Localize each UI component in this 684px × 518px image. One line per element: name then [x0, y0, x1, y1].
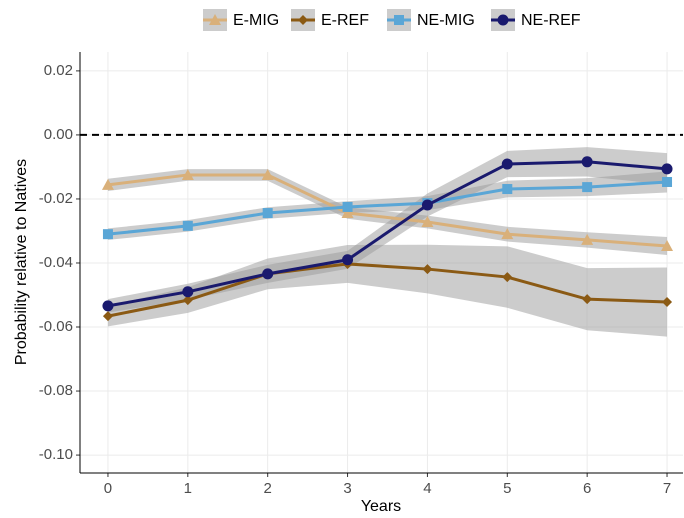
- legend-marker: [209, 14, 221, 25]
- point: [421, 216, 434, 228]
- x-tick-label: 0: [104, 480, 112, 497]
- x-tick-label: 2: [264, 480, 272, 497]
- point: [501, 158, 513, 170]
- point: [342, 201, 353, 212]
- y-tick-label: -0.02: [39, 190, 73, 207]
- point: [182, 286, 194, 298]
- point: [422, 264, 433, 275]
- point: [501, 228, 514, 240]
- legend-marker: [394, 15, 404, 25]
- x-tick-label: 7: [663, 480, 671, 497]
- line: [107, 160, 668, 308]
- point: [582, 182, 593, 193]
- legend-label: E-MIG: [233, 12, 279, 29]
- point: [662, 176, 673, 187]
- point: [101, 178, 114, 190]
- x-axis-title: Years: [361, 498, 401, 515]
- point: [662, 297, 673, 308]
- x-tick-label: 3: [343, 480, 351, 497]
- line: [107, 173, 668, 248]
- point: [182, 295, 193, 306]
- y-tick-label: 0.02: [44, 62, 73, 79]
- point: [182, 220, 193, 231]
- confidence-band: [427, 244, 508, 308]
- x-tick-label: 4: [423, 480, 431, 497]
- legend-marker: [298, 15, 308, 25]
- point: [661, 240, 674, 252]
- point: [262, 208, 273, 219]
- y-tick-label: -0.10: [39, 446, 73, 463]
- line: [107, 180, 668, 236]
- point: [261, 168, 274, 180]
- point: [102, 300, 114, 312]
- y-tick-label: -0.04: [39, 254, 73, 271]
- y-tick-label: 0.00: [44, 126, 73, 143]
- point: [502, 272, 513, 283]
- legend-label: NE-MIG: [417, 12, 475, 29]
- point: [262, 268, 274, 280]
- point: [421, 199, 433, 211]
- point: [102, 311, 113, 322]
- point: [581, 233, 594, 245]
- point: [661, 163, 673, 175]
- point: [341, 207, 354, 219]
- legend-label: NE-REF: [521, 12, 581, 29]
- y-tick-label: -0.08: [39, 382, 73, 399]
- point: [581, 156, 593, 168]
- point: [582, 294, 593, 305]
- confidence-band: [347, 244, 428, 294]
- point: [102, 229, 113, 240]
- y-tick-label: -0.06: [39, 318, 73, 335]
- point: [502, 184, 513, 195]
- legend-label: E-REF: [321, 12, 369, 29]
- line: [107, 262, 668, 318]
- x-tick-label: 5: [503, 480, 511, 497]
- y-axis-title: Probability relative to Natives: [13, 159, 30, 365]
- x-tick-label: 1: [184, 480, 192, 497]
- x-tick-label: 6: [583, 480, 591, 497]
- legend-marker: [497, 14, 509, 26]
- point: [342, 254, 354, 266]
- point: [181, 168, 194, 180]
